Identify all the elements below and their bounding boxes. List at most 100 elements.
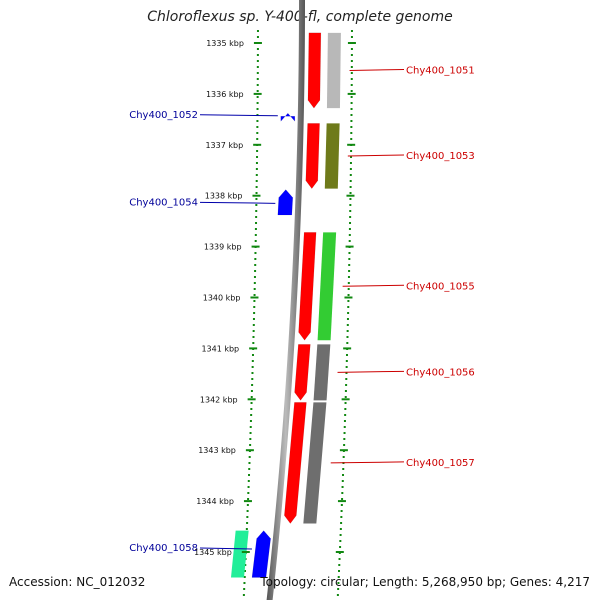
guide-dot [250,414,253,416]
guide-dot [254,258,257,260]
cog-bar-chy400_1053 [324,123,340,189]
guide-dot [256,156,259,158]
guide-dot [339,540,342,542]
guide-dot [350,156,353,158]
guide-dot [249,444,252,446]
gene-label-chy400_1051[interactable]: Chy400_1051 [406,65,475,76]
guide-dot [256,138,259,140]
guide-dot [349,216,352,218]
ruler-tick-label: 1345 kbp [194,548,232,557]
guide-dot [350,54,353,56]
guide-dot [256,150,259,152]
gene-labels: Chy400_1051 Chy400_1052 Chy400_1053 Chy400_… [129,65,475,554]
guide-dot [242,594,245,596]
guide-dot [250,408,253,410]
guide-dot [249,432,252,434]
guide-dot [349,222,352,224]
guide-dot [350,30,353,32]
guide-dot [338,564,341,566]
guide-dot [255,192,258,194]
guide-dot [248,474,251,476]
guide-dot [346,330,349,332]
guide-dot [254,240,257,242]
guide-dot [343,420,346,422]
guide-dot [347,294,350,296]
gene-arrow-chy400_1052 [280,112,296,122]
label-leader [347,154,405,157]
guide-dot [349,162,352,164]
kbp-ruler: 1335 kbp 1336 kbp 1337 kbp 1338 kbp 1339 kbp… [194,39,356,557]
guide-dot [243,588,246,590]
ruler-tick-label: 1337 kbp [205,141,243,150]
label-leader [199,547,252,550]
label-leader [337,370,405,373]
guide-dot [348,240,351,242]
guide-dot [256,96,259,98]
guide-dot [256,126,259,128]
gene-label-chy400_1058[interactable]: Chy400_1058 [129,543,198,554]
gene-label-chy400_1053[interactable]: Chy400_1053 [406,151,475,162]
guide-dot [343,444,346,446]
guide-dot [246,516,249,518]
guide-dot [340,504,343,506]
gene-label-chy400_1052[interactable]: Chy400_1052 [129,110,198,121]
guide-dot [344,408,347,410]
guide-dot [342,468,345,470]
guide-dot [345,372,348,374]
guide-dot [256,102,259,104]
gene-arrow-chy400_1053 [305,123,320,189]
guide-dot [347,276,350,278]
guide-dot [342,456,345,458]
guide-dot [254,270,257,272]
guide-dot [348,228,351,230]
guide-dot [253,282,256,284]
guide-dot [339,546,342,548]
label-leader [199,114,278,117]
guide-dot [256,120,259,122]
guide-dot [254,264,257,266]
guide-dot [348,258,351,260]
guide-dot [255,198,258,200]
guide-dot [349,210,352,212]
guide-dot [249,420,252,422]
guide-dot [339,534,342,536]
genome-backbone [266,0,305,600]
guide-dot [253,276,256,278]
gene-label-chy400_1057[interactable]: Chy400_1057 [406,458,475,469]
guide-dot [349,198,352,200]
label-leader [342,284,405,287]
gene-label-chy400_1055[interactable]: Chy400_1055 [406,281,475,292]
guide-dot [345,378,348,380]
guide-dot [256,54,259,56]
gene-label-chy400_1054[interactable]: Chy400_1054 [129,197,198,208]
guide-dot [339,528,342,530]
guide-dot [350,84,353,86]
gene-label-chy400_1056[interactable]: Chy400_1056 [406,367,475,378]
guide-dot [256,84,259,86]
guide-dot [243,582,246,584]
guide-dot [350,72,353,74]
guide-dot [247,498,250,500]
guide-dot [243,576,246,578]
guide-dot [341,492,344,494]
guide-dot [249,426,252,428]
ruler-tick-label: 1338 kbp [205,192,243,201]
guide-dot [256,108,259,110]
guide-dot [256,30,259,32]
guide-dot [337,582,340,584]
guide-dot [256,78,259,80]
guide-dot [342,474,345,476]
guide-dot [255,180,258,182]
guide-dot [256,90,259,92]
guide-dot [341,486,344,488]
guide-dot [251,354,254,356]
guide-dot [252,336,255,338]
guide-dot [255,162,258,164]
guide-dot [248,468,251,470]
guide-dot [350,150,353,152]
guide-dot [349,180,352,182]
guide-dot [251,384,254,386]
ruler-tick-label: 1336 kbp [206,90,244,99]
gene-arrow-chy400_1051 [307,32,322,109]
